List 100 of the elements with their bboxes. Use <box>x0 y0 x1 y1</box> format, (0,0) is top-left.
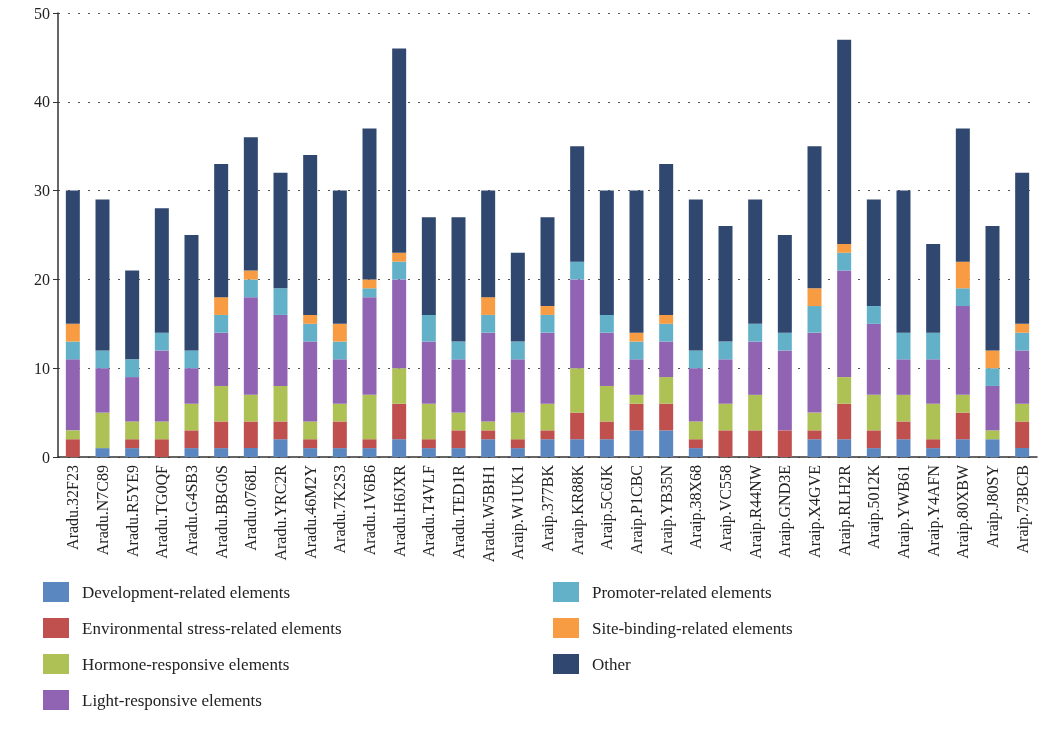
x-tick-label: Aradu.H6JXR <box>390 464 408 557</box>
bar <box>629 394 644 404</box>
x-tick-label: Aradu.G4SB3 <box>183 465 200 557</box>
bar <box>510 439 525 449</box>
bar <box>748 394 763 431</box>
x-tick-label: Araip.R44NW <box>746 464 765 559</box>
bar <box>570 439 585 457</box>
bar <box>451 341 466 360</box>
bar <box>362 288 377 298</box>
bar <box>659 323 674 342</box>
bar <box>332 359 347 404</box>
bar <box>154 421 169 440</box>
bar <box>718 430 733 457</box>
bar <box>599 314 614 333</box>
bar <box>688 350 703 369</box>
bar <box>926 359 941 404</box>
x-tick-label: Araip.J80SY <box>984 464 1002 549</box>
x-tick-label: Araip.YB35N <box>657 464 676 556</box>
bar <box>629 190 644 333</box>
bar <box>125 421 140 440</box>
bar <box>659 377 674 404</box>
bar <box>837 39 852 244</box>
bar <box>985 385 1000 431</box>
bar <box>273 439 288 457</box>
bar <box>748 341 763 395</box>
bar <box>837 377 852 404</box>
bar <box>362 297 377 395</box>
x-tick-label: Aradu.32F23 <box>64 465 82 550</box>
bar <box>481 297 496 315</box>
bar <box>570 279 585 369</box>
bar <box>777 430 792 457</box>
bar <box>214 332 229 386</box>
bar <box>243 279 258 298</box>
bar <box>184 403 199 431</box>
y-tick-label: 30 <box>34 182 50 200</box>
bar <box>214 314 229 333</box>
bar <box>629 341 644 360</box>
bar <box>481 190 496 298</box>
bar <box>332 448 347 457</box>
bar <box>659 341 674 378</box>
bar <box>510 341 525 360</box>
bar <box>243 421 258 449</box>
bar <box>540 332 555 404</box>
bar <box>896 190 911 333</box>
bar <box>540 403 555 431</box>
bar <box>392 252 407 262</box>
bar <box>332 421 347 449</box>
x-tick-label: Araip.X4GVE <box>806 465 824 558</box>
bar <box>481 314 496 333</box>
bar <box>659 163 674 315</box>
bar <box>184 430 199 449</box>
x-tick-label: Araip.80XBW <box>954 464 973 559</box>
bar <box>214 385 229 422</box>
bar <box>688 199 703 351</box>
bar <box>303 341 318 422</box>
bar <box>955 394 970 413</box>
bar <box>392 48 407 253</box>
bar <box>243 297 258 395</box>
bar <box>273 385 288 422</box>
bar <box>392 261 407 280</box>
bar <box>926 243 941 333</box>
x-tick-label: Araip.5C6JK <box>598 464 617 550</box>
bar <box>599 421 614 440</box>
x-tick-label: Aradu.TED1R <box>450 464 467 559</box>
bar <box>837 403 852 440</box>
bar <box>599 439 614 457</box>
bar <box>866 430 881 449</box>
bar <box>1015 323 1030 333</box>
bar <box>154 439 169 457</box>
bar <box>807 288 822 307</box>
bar <box>451 359 466 413</box>
bar <box>481 430 496 440</box>
bar <box>807 306 822 333</box>
bar <box>421 314 436 342</box>
bar <box>421 217 436 315</box>
bar <box>629 430 644 457</box>
bar <box>688 448 703 457</box>
bar <box>599 190 614 315</box>
bar <box>392 403 407 440</box>
x-tick-label: Araip.38X68 <box>687 465 706 549</box>
bar <box>184 350 199 369</box>
bar <box>273 172 288 289</box>
bar <box>866 306 881 324</box>
bar <box>392 279 407 369</box>
bar <box>866 199 881 307</box>
bar <box>540 306 555 315</box>
x-tick-label: Araip.RLH2R <box>835 464 854 557</box>
x-tick-label: Araip.VC558 <box>717 465 735 552</box>
bar <box>718 226 733 342</box>
bar <box>481 439 496 457</box>
bar <box>777 332 792 351</box>
bar <box>837 439 852 457</box>
bar <box>451 430 466 449</box>
bar <box>570 146 585 262</box>
bar <box>896 421 911 440</box>
bar <box>688 421 703 440</box>
bar <box>65 190 80 324</box>
bar <box>1015 332 1030 351</box>
bar <box>748 323 763 342</box>
bar <box>362 448 377 457</box>
